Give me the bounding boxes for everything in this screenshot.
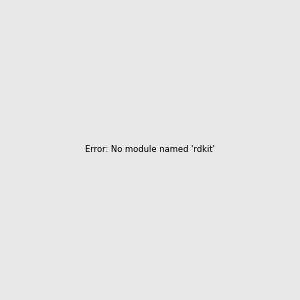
Text: Error: No module named 'rdkit': Error: No module named 'rdkit' [85,146,215,154]
